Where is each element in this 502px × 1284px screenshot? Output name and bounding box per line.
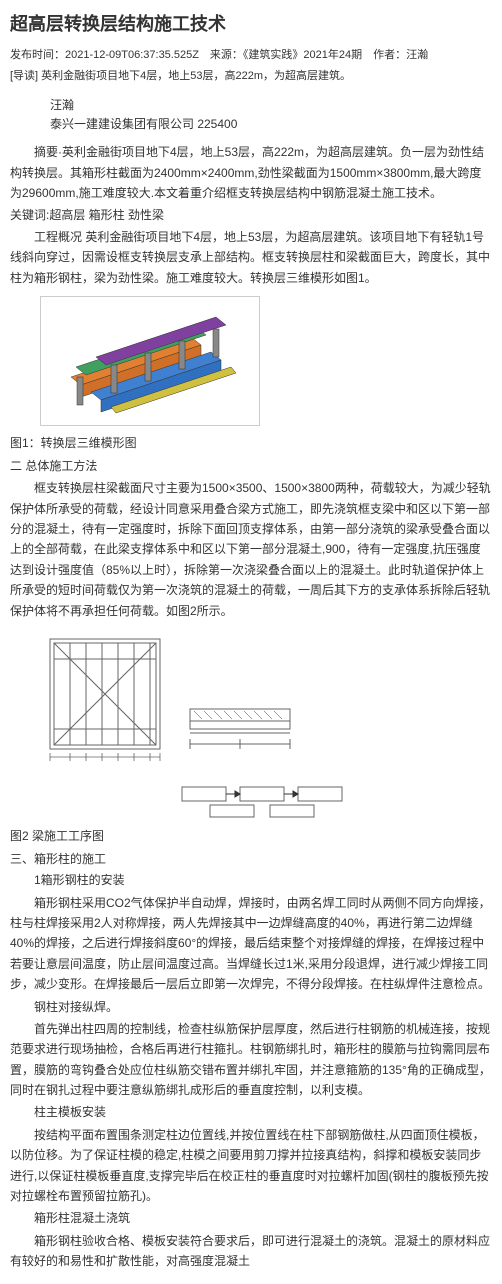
lead-text: [导读] 英利金融街项目地下4层，地上53层，高222m，为超高层建筑。 bbox=[10, 68, 492, 86]
section-3-1-p7: 箱形钢柱验收合格、模板安装符合要求后，即可进行混凝土的浇筑。混凝土的原材料应有较… bbox=[10, 1231, 492, 1272]
section-3-1-p5: 按结构平面布置围条测定柱边位置线,并按位置线在柱下部钢筋做柱,从四面顶住模板，以… bbox=[10, 1125, 492, 1207]
section-3-1-title: 1箱形钢柱的安装 bbox=[10, 871, 492, 890]
section-3-1-p6: 箱形柱混凝土浇筑 bbox=[10, 1208, 492, 1228]
section-2-p1: 框支转换层柱梁截面尺寸主要为1500×3500、1500×3800两种，荷载较大… bbox=[10, 478, 492, 621]
figure-2-process bbox=[180, 779, 380, 819]
author-name: 汪瀚 bbox=[50, 96, 492, 115]
section-3-1-p4: 柱主模板安装 bbox=[10, 1102, 492, 1122]
section-3-1-p2: 钢柱对接纵焊。 bbox=[10, 997, 492, 1017]
figure-2 bbox=[40, 629, 492, 819]
section-3-title: 三、箱形柱的施工 bbox=[10, 850, 492, 869]
section-3-1-p1: 箱形钢柱采用CO2气体保护半自动焊，焊接时，由两名焊工同时从两侧不同方向焊接，柱… bbox=[10, 893, 492, 995]
figure-1-image bbox=[40, 296, 260, 426]
figure-1 bbox=[40, 296, 492, 426]
section-3-1-p3: 首先弹出柱四周的控制线，检查柱纵筋保护层厚度，然后进行柱钢筋的机械连接，按规范要… bbox=[10, 1019, 492, 1101]
page-title: 超高层转换层结构施工技术 bbox=[10, 10, 492, 39]
author-org: 泰兴一建建设集团有限公司 225400 bbox=[50, 115, 492, 134]
figure-1-caption: 图1：转换层三维模形图 bbox=[10, 434, 492, 453]
meta-line: 发布时间：2021-12-09T06:37:35.525Z 来源：《建筑实践》2… bbox=[10, 47, 492, 65]
figure-2-image bbox=[40, 629, 320, 779]
abstract: 摘要·英利金融街项目地下4层，地上53层，高222m，为超高层建筑。负一层为劲性… bbox=[10, 142, 492, 203]
section-2-title: 二 总体施工方法 bbox=[10, 457, 492, 476]
figure-2-caption: 图2 梁施工工序图 bbox=[10, 827, 492, 846]
keywords: 关键词:超高层 箱形柱 劲性梁 bbox=[10, 206, 492, 225]
overview: 工程概况 英利金融街项目地下4层，地上53层，为超高层建筑。该项目地下有轻轨1号… bbox=[10, 227, 492, 288]
